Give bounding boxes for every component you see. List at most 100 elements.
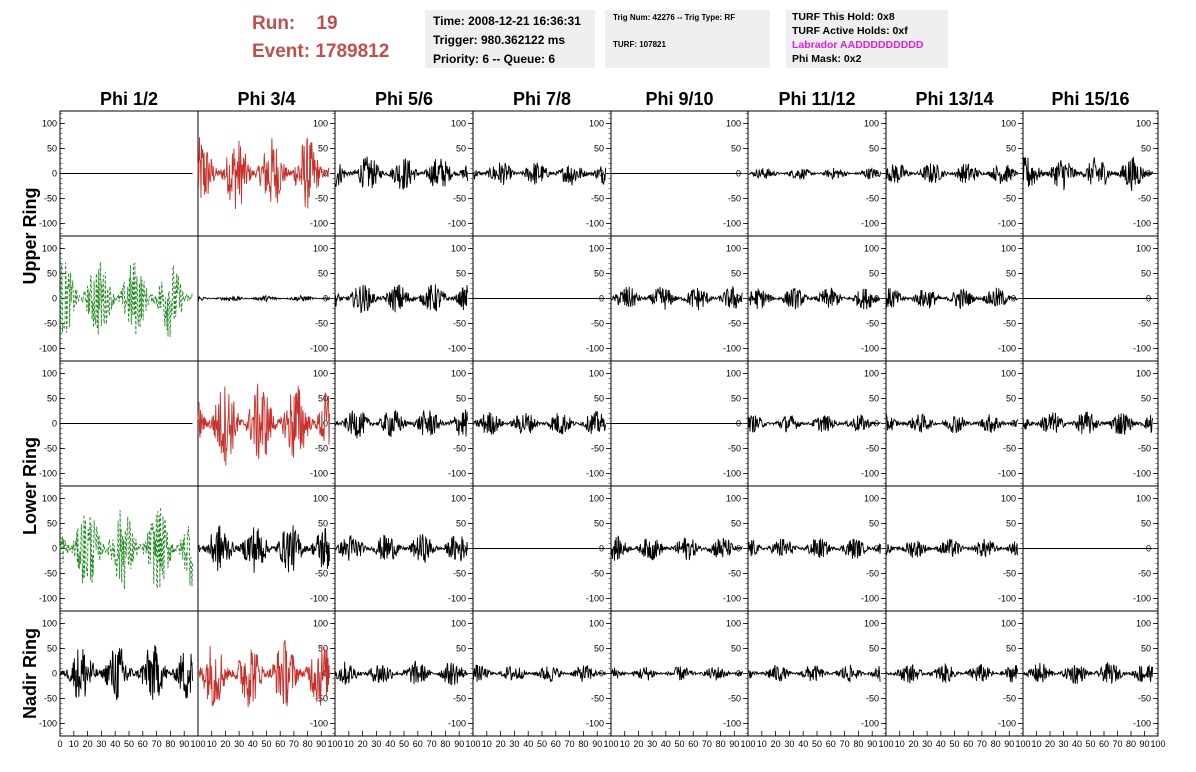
y-tick-label: 50 [1006,394,1016,404]
y-tick-label: 100 [726,494,741,504]
waveform-trace [885,663,1018,684]
x-tick-label: 50 [812,739,822,749]
trig-num-text: Trig Num: 42276 -- Trig Type: RF [613,13,736,22]
x-tick-label: 40 [661,739,671,749]
ring-label: Lower Ring [20,437,40,535]
y-tick-label: 100 [1001,244,1016,254]
labrador-text: Labrador AADDDDDDDDD [792,39,924,51]
y-tick-label: 50 [47,144,57,154]
y-tick-label: 100 [589,619,604,629]
x-tick-label: 40 [385,739,395,749]
y-tick-label: -100 [861,469,879,479]
y-tick-label: -100 [310,719,328,729]
x-tick-label: 60 [826,739,836,749]
waveform-trace [885,163,1018,184]
y-tick-label: 50 [869,144,879,154]
y-tick-label: -100 [310,219,328,229]
y-tick-label: -50 [591,444,604,454]
y-tick-label: -100 [586,594,604,604]
y-tick-label: -50 [728,444,741,454]
x-tick-label: 30 [96,739,106,749]
y-tick-label: 50 [1006,519,1016,529]
x-tick-label: 80 [716,739,726,749]
y-tick-label: -100 [448,719,466,729]
x-tick-label: 70 [565,739,575,749]
y-tick-label: 100 [451,244,466,254]
y-tick-label: 50 [318,269,328,279]
x-tick-label: 100 [1015,739,1030,749]
x-tick-label: 50 [949,739,959,749]
y-tick-label: 100 [589,119,604,129]
x-tick-label: 60 [551,739,561,749]
y-tick-label: 50 [47,269,57,279]
y-tick-label: 50 [456,269,466,279]
y-tick-label: 100 [313,244,328,254]
x-tick-label: 20 [220,739,230,749]
x-tick-label: 20 [633,739,643,749]
y-tick-label: -50 [1003,694,1016,704]
y-tick-label: -50 [728,694,741,704]
y-tick-label: 50 [594,519,604,529]
x-tick-label: 50 [399,739,409,749]
y-tick-label: 50 [731,394,741,404]
x-tick-label: 20 [1045,739,1055,749]
x-tick-label: 20 [358,739,368,749]
run-event-box: Run: 19 Event: 1789812 [252,10,389,66]
x-tick-label: 60 [275,739,285,749]
waveform-trace [610,666,743,681]
turf-hold-text: TURF This Hold: 0x8 [792,11,895,23]
x-tick-label: 10 [482,739,492,749]
x-tick-label: 20 [908,739,918,749]
y-tick-label: -50 [453,319,466,329]
y-tick-label: 0 [52,419,57,429]
y-tick-label: -100 [1133,469,1151,479]
waveform-trace [885,538,1018,558]
x-tick-label: 90 [454,739,464,749]
y-tick-label: 100 [589,244,604,254]
y-tick-label: 100 [42,369,57,379]
waveform-trace [59,645,193,700]
y-tick-label: -50 [315,194,328,204]
y-tick-label: 50 [47,644,57,654]
waveform-trace [334,534,468,563]
y-tick-label: -100 [861,719,879,729]
y-tick-label: -50 [44,444,57,454]
y-tick-label: 100 [451,369,466,379]
y-tick-label: -50 [728,569,741,579]
y-tick-label: -50 [591,569,604,579]
y-tick-label: -100 [586,219,604,229]
y-tick-label: 50 [318,519,328,529]
y-tick-label: -50 [453,444,466,454]
x-tick-label: 100 [740,739,755,749]
y-tick-label: 100 [313,619,328,629]
x-tick-label: 30 [784,739,794,749]
y-tick-label: 100 [42,244,57,254]
x-tick-label: 70 [702,739,712,749]
column-label: Phi 5/6 [375,89,433,109]
y-tick-label: 100 [313,369,328,379]
phi-mask-text: Phi Mask: 0x2 [792,53,862,65]
y-tick-label: 50 [869,519,879,529]
y-tick-label: -50 [1138,194,1151,204]
y-tick-label: -100 [723,344,741,354]
x-tick-label: 40 [936,739,946,749]
y-tick-label: -50 [315,694,328,704]
y-tick-label: 0 [461,669,466,679]
turf-active-text: TURF Active Holds: 0xf [792,25,908,37]
x-tick-label: 20 [771,739,781,749]
x-tick-label: 10 [757,739,767,749]
waveform-trace [885,287,1018,310]
y-tick-label: -50 [728,194,741,204]
y-tick-label: 100 [726,619,741,629]
column-label: Phi 7/8 [513,89,571,109]
y-tick-label: 50 [1006,144,1016,154]
waveform-trace [747,287,881,310]
y-tick-label: 50 [318,394,328,404]
y-tick-label: 0 [52,294,57,304]
waveform-trace [747,664,881,683]
y-tick-label: 50 [1141,144,1151,154]
y-tick-label: -100 [723,469,741,479]
y-tick-label: 100 [864,119,879,129]
x-tick-label: 20 [83,739,93,749]
x-tick-label: 90 [867,739,877,749]
